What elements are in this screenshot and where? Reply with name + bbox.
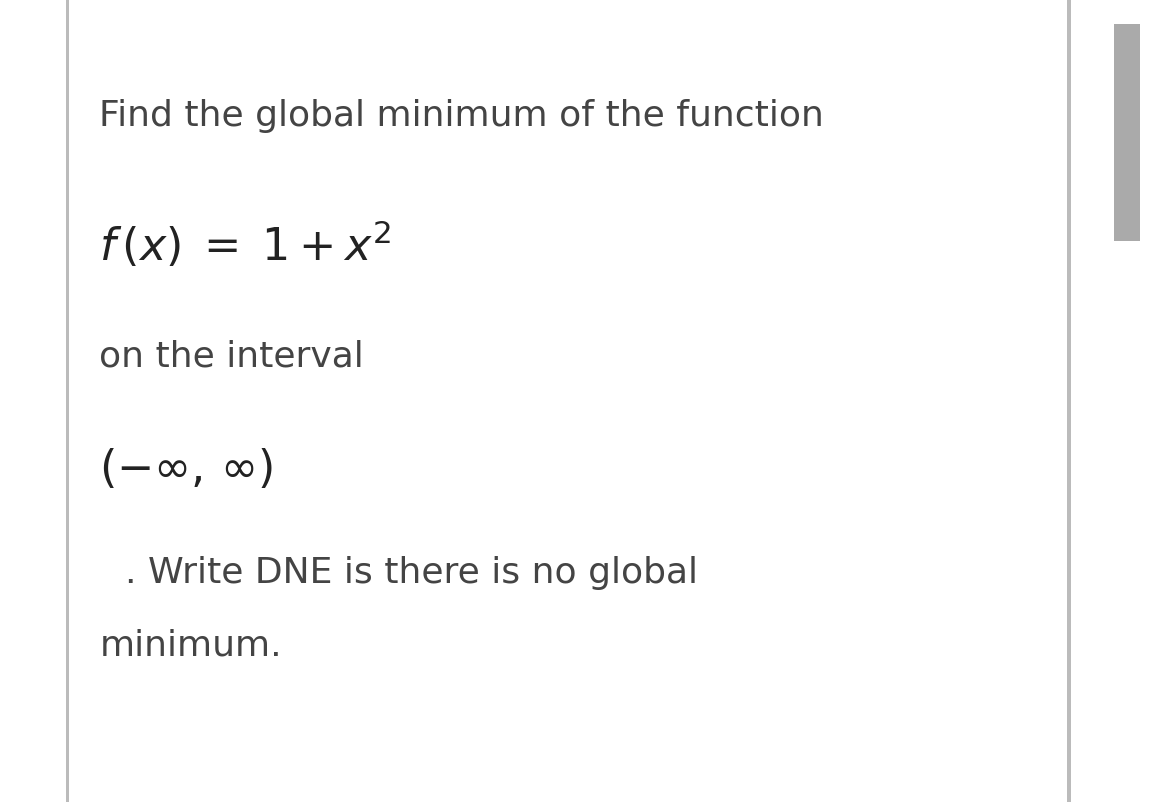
Bar xyxy=(1067,0,1071,802)
Text: Find the global minimum of the function: Find the global minimum of the function xyxy=(99,99,825,133)
Bar xyxy=(1114,24,1140,241)
Text: $(-\infty,\,\infty)$: $(-\infty,\,\infty)$ xyxy=(99,448,274,491)
Text: minimum.: minimum. xyxy=(99,629,282,662)
Text: on the interval: on the interval xyxy=(99,340,364,374)
Bar xyxy=(66,0,69,802)
Text: $f\,(x)\; =\; 1 + x^{2}$: $f\,(x)\; =\; 1 + x^{2}$ xyxy=(99,219,392,270)
Text: . Write DNE is there is no global: . Write DNE is there is no global xyxy=(125,557,698,590)
